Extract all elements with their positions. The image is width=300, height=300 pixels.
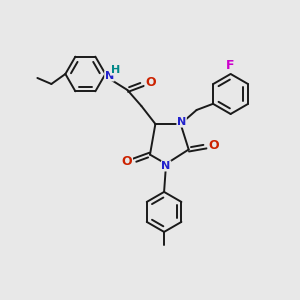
Text: O: O	[208, 139, 219, 152]
Text: F: F	[226, 59, 235, 73]
Text: O: O	[145, 76, 156, 89]
Text: H: H	[111, 65, 120, 75]
Text: O: O	[122, 155, 132, 168]
Text: N: N	[105, 71, 114, 81]
Text: N: N	[177, 117, 186, 127]
Text: N: N	[161, 161, 171, 171]
